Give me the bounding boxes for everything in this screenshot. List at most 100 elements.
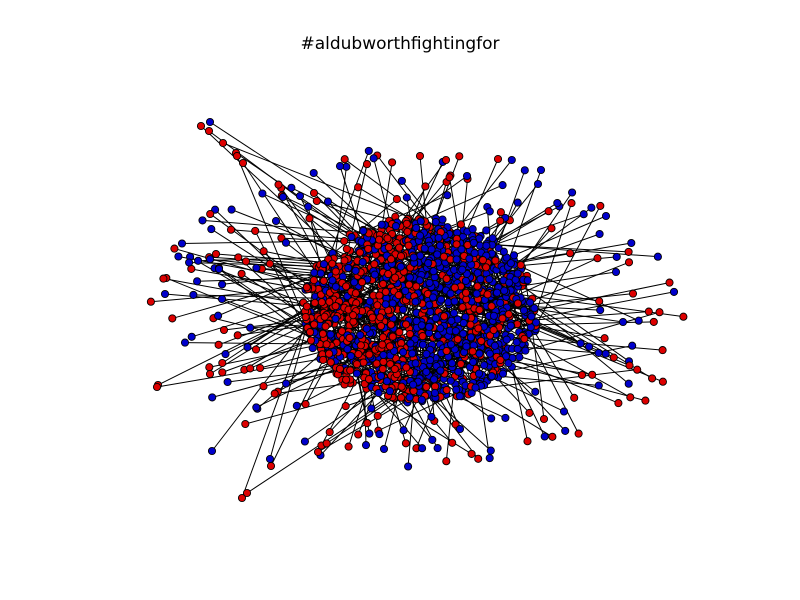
blue-node: [374, 388, 383, 398]
red-node: [548, 432, 557, 441]
blue-node: [369, 154, 378, 163]
red-node: [362, 160, 372, 169]
red-node: [418, 332, 427, 341]
red-node: [378, 364, 387, 374]
red-node: [355, 248, 364, 257]
blue-node: [415, 231, 425, 240]
red-node: [442, 385, 451, 395]
blue-node: [223, 377, 232, 387]
blue-node: [540, 432, 549, 441]
red-node: [487, 302, 496, 311]
red-node: [364, 375, 374, 384]
blue-node: [532, 318, 541, 327]
blue-node: [485, 349, 494, 358]
red-node: [375, 235, 384, 244]
red-node: [373, 301, 382, 310]
red-node: [493, 154, 503, 164]
red-node: [442, 274, 451, 283]
blue-node: [482, 241, 491, 250]
red-node: [478, 256, 487, 265]
blue-node: [515, 353, 524, 362]
blue-node: [405, 393, 414, 402]
red-node: [644, 307, 653, 316]
blue-node: [401, 286, 410, 296]
blue-node: [385, 387, 394, 396]
blue-node: [527, 312, 536, 321]
red-node: [340, 155, 349, 164]
red-node: [352, 360, 361, 369]
graph-edge: [529, 320, 606, 355]
blue-node: [430, 388, 439, 397]
blue-node: [628, 341, 637, 350]
red-node: [345, 333, 354, 342]
blue-node: [452, 255, 461, 264]
blue-node: [513, 198, 522, 207]
blue-node: [454, 367, 463, 376]
blue-node: [406, 339, 415, 348]
blue-node: [408, 349, 417, 358]
blue-node: [399, 348, 408, 357]
red-node: [404, 241, 413, 250]
blue-node: [611, 267, 621, 277]
red-node: [306, 336, 316, 345]
graph-edge: [181, 240, 359, 244]
red-node: [234, 253, 243, 262]
red-node: [325, 297, 334, 306]
blue-node: [160, 289, 170, 299]
red-node: [385, 342, 394, 351]
red-node: [325, 349, 334, 358]
red-node: [205, 363, 214, 372]
blue-node: [376, 371, 386, 380]
red-node: [379, 279, 388, 289]
blue-node: [193, 277, 202, 286]
blue-node: [287, 183, 296, 192]
blue-node: [624, 379, 633, 388]
blue-node: [326, 330, 335, 339]
red-node: [226, 225, 236, 234]
blue-node: [364, 146, 373, 155]
blue-node: [281, 238, 291, 247]
red-node: [388, 332, 397, 341]
red-node: [351, 289, 360, 298]
blue-node: [506, 259, 515, 268]
red-node: [346, 366, 355, 375]
red-node: [259, 382, 268, 391]
blue-node: [437, 295, 446, 304]
blue-node: [252, 403, 261, 412]
blue-node: [207, 225, 216, 234]
blue-node: [436, 241, 445, 250]
blue-node: [359, 226, 368, 235]
red-node: [624, 247, 633, 256]
red-node: [523, 437, 532, 446]
blue-node: [316, 269, 325, 278]
blue-node: [417, 321, 426, 330]
blue-node: [397, 176, 406, 185]
red-node: [232, 151, 242, 161]
red-node: [241, 257, 251, 266]
red-node: [520, 334, 529, 343]
blue-node: [498, 181, 507, 190]
blue-node: [356, 330, 365, 340]
blue-node: [457, 245, 466, 254]
red-node: [310, 298, 319, 307]
red-node: [312, 196, 321, 206]
blue-node: [520, 166, 529, 175]
blue-node: [438, 215, 447, 224]
red-node: [658, 346, 667, 355]
blue-node: [499, 247, 508, 256]
blue-node: [559, 407, 569, 416]
red-node: [302, 302, 311, 311]
red-node: [309, 188, 319, 198]
red-node: [170, 244, 179, 253]
blue-node: [350, 278, 359, 287]
blue-node: [379, 444, 389, 454]
blue-node: [308, 344, 317, 353]
red-node: [655, 308, 664, 317]
blue-node: [185, 258, 194, 267]
blue-node: [310, 268, 319, 277]
red-node: [593, 254, 602, 263]
red-node: [322, 340, 331, 349]
blue-node: [426, 356, 435, 365]
blue-node: [455, 424, 465, 434]
red-node: [405, 280, 414, 289]
